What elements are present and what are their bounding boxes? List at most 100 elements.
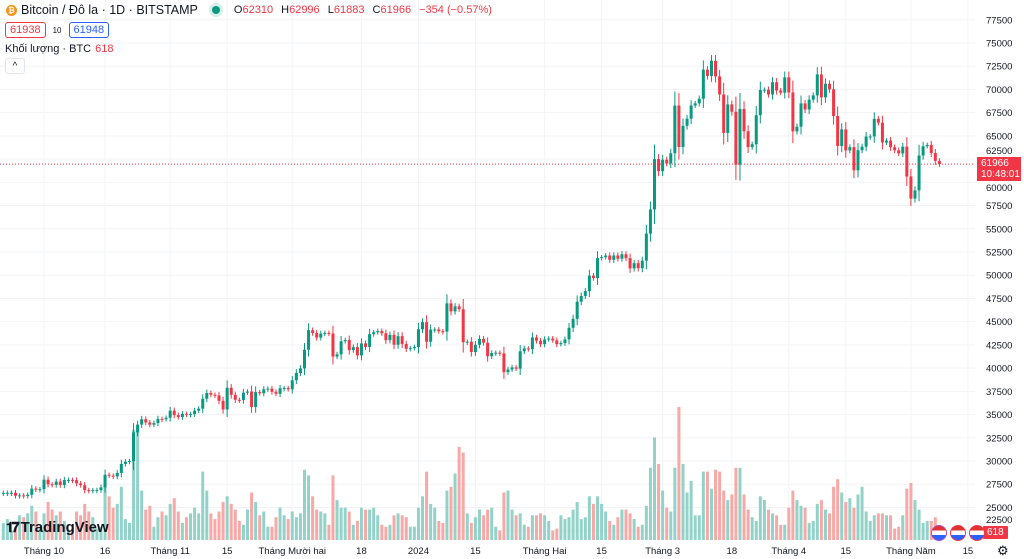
candle-body — [640, 260, 644, 269]
candle-body — [396, 336, 400, 345]
symbol-title[interactable]: Bitcoin / Đô la · 1D · BITSTAMP — [21, 3, 198, 17]
volume-bar — [518, 513, 522, 540]
candle-body — [327, 332, 331, 334]
candle-body — [714, 60, 718, 77]
volume-bar — [103, 479, 107, 540]
volume-bar — [490, 507, 494, 540]
candle-body — [172, 410, 176, 416]
volume-bar — [144, 509, 148, 540]
volume-bar — [925, 521, 929, 540]
volume-bar — [661, 490, 665, 540]
us-flag-event-icon[interactable] — [969, 525, 985, 541]
price-tick-label: 37500 — [986, 387, 1012, 398]
candle-body — [722, 94, 726, 133]
events-icons — [931, 525, 988, 541]
price-tick-label: 22500 — [986, 515, 1012, 526]
candle-body — [893, 147, 897, 151]
volume-bar — [591, 503, 595, 540]
market-status-icon[interactable] — [211, 6, 220, 14]
volume-bar — [726, 500, 730, 540]
bid-ask-row: 61938 10 61948 — [5, 22, 110, 38]
low-value: 61883 — [333, 4, 365, 16]
price-tick-label: 35000 — [986, 410, 1012, 421]
volume-bar — [315, 509, 319, 540]
volume-bar — [836, 479, 840, 540]
candle-body — [347, 340, 351, 351]
candle-body — [506, 369, 510, 373]
us-flag-event-icon[interactable] — [950, 525, 966, 541]
economic-event-icon[interactable] — [931, 525, 947, 541]
candle-body — [726, 104, 730, 133]
candle-body — [539, 340, 543, 345]
candle-body — [246, 391, 249, 393]
candle-body — [730, 104, 734, 112]
volume-bar — [9, 530, 13, 540]
buy-button[interactable]: 61948 — [68, 22, 110, 38]
volume-legend[interactable]: Khối lượng · BTC 618 — [5, 43, 113, 55]
candle-body — [437, 329, 441, 332]
volume-bar — [404, 517, 408, 540]
candle-body — [250, 391, 254, 408]
time-tick-label: Tháng Mười hai — [259, 546, 327, 557]
candle-body — [815, 74, 819, 96]
candle-body — [534, 337, 538, 341]
candle-body — [929, 144, 933, 153]
volume-bar — [494, 526, 498, 540]
candle-body — [197, 408, 201, 411]
candle-body — [201, 398, 205, 409]
spread-value: 10 — [52, 25, 62, 35]
candle-body — [653, 159, 656, 210]
candle-body — [380, 331, 384, 334]
candle-body — [766, 89, 770, 95]
candle-body — [937, 160, 941, 165]
candle-body — [79, 483, 83, 486]
candle-body — [103, 474, 107, 488]
volume-bar — [762, 500, 766, 540]
symbol-header[interactable]: ₿ Bitcoin / Đô la · 1D · BITSTAMP O62310… — [6, 3, 497, 17]
time-tick-label: 18 — [356, 546, 367, 557]
candle-body — [237, 399, 241, 401]
volume-bar — [111, 507, 115, 540]
sell-button[interactable]: 61938 — [5, 22, 46, 38]
volume-bar — [486, 509, 490, 540]
candle-body — [115, 472, 119, 477]
price-tick-label: 62500 — [986, 146, 1012, 157]
volume-bar — [421, 496, 425, 540]
volume-bar — [380, 524, 384, 540]
volume-bar — [893, 528, 897, 540]
tradingview-logo[interactable]: 𝟏𝟕 TradingView — [6, 519, 109, 536]
candle-body — [70, 479, 74, 481]
volume-bar — [815, 503, 819, 540]
volume-bar — [282, 515, 286, 540]
candle-body — [921, 146, 925, 156]
collapse-legend-button[interactable]: ^ — [5, 58, 25, 74]
volume-bar — [600, 503, 604, 540]
volume-bar — [384, 526, 388, 540]
candle-body — [343, 340, 347, 342]
volume-bar — [563, 519, 567, 540]
settings-gear-icon[interactable]: ⚙ — [997, 543, 1009, 558]
candle-body — [156, 418, 160, 424]
volume-bar — [669, 511, 673, 540]
time-tick-label: 15 — [841, 546, 852, 557]
volume-bar — [148, 505, 152, 540]
tradingview-mark-icon: 𝟏𝟕 — [6, 519, 20, 535]
volume-bar — [400, 515, 404, 540]
candle-body — [681, 125, 685, 148]
volume-bar — [530, 515, 534, 540]
candle-body — [184, 413, 188, 415]
candle-body — [502, 353, 506, 373]
candle-body — [5, 492, 9, 494]
price-tick-label: 40000 — [986, 364, 1012, 375]
candle-body — [140, 419, 144, 425]
volume-bar — [396, 513, 400, 540]
candle-body — [876, 118, 880, 123]
candle-body — [66, 479, 70, 481]
price-tick-label: 45000 — [986, 317, 1012, 328]
candle-body — [1, 492, 5, 494]
volume-bar — [758, 496, 762, 540]
candle-body — [262, 389, 266, 394]
candle-body — [738, 108, 742, 165]
volume-bar — [437, 521, 441, 540]
